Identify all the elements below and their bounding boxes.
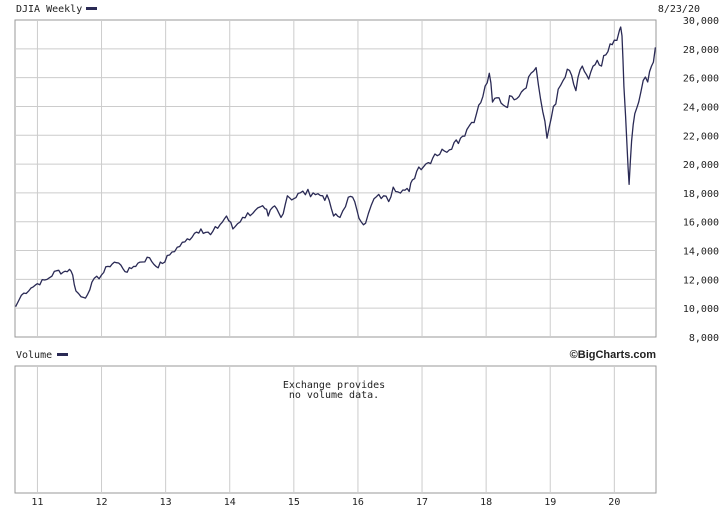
- volume-panel-frame: [14, 365, 657, 494]
- y-tick-label: 20,000: [683, 160, 719, 171]
- x-tick-label: 16: [352, 497, 364, 508]
- y-tick-label: 16,000: [683, 218, 719, 229]
- x-tick-label: 18: [480, 497, 492, 508]
- y-tick-label: 10,000: [683, 304, 719, 315]
- y-tick-label: 12,000: [683, 275, 719, 286]
- bigcharts-brand[interactable]: ©BigCharts.com: [570, 349, 657, 361]
- x-tick-label: 17: [416, 497, 428, 508]
- y-tick-label: 14,000: [683, 247, 719, 258]
- x-tick-label: 15: [288, 497, 300, 508]
- price-grid: [15, 20, 656, 337]
- djia-price-line: [15, 26, 657, 307]
- volume-label: Volume: [16, 350, 52, 361]
- y-tick-label: 8,000: [689, 333, 719, 344]
- volume-panel: Exchange provides no volume data.: [14, 365, 657, 494]
- price-panel-frame: [14, 19, 657, 338]
- x-tick-label: 11: [31, 497, 43, 508]
- series-label: DJIA Weekly: [16, 4, 82, 15]
- price-panel: 8,000 10,000 12,000 14,000 16,000 18,000 20,00…: [14, 16, 719, 344]
- x-tick-label: 14: [224, 497, 236, 508]
- y-tick-label: 26,000: [683, 74, 719, 85]
- x-tick-label: 19: [544, 497, 556, 508]
- chart-date: 8/23/20: [658, 4, 700, 15]
- y-tick-label: 28,000: [683, 45, 719, 56]
- volume-grid: [36, 366, 615, 493]
- x-tick-label: 20: [608, 497, 620, 508]
- y-tick-label: 22,000: [683, 131, 719, 142]
- volume-message-line1: Exchange provides: [283, 380, 385, 391]
- volume-message-line2: no volume data.: [289, 390, 379, 401]
- x-tick-label: 12: [96, 497, 108, 508]
- y-tick-label: 24,000: [683, 102, 719, 113]
- y-tick-label: 18,000: [683, 189, 719, 200]
- volume-legend-swatch: [57, 353, 68, 356]
- x-tick-label: 13: [160, 497, 172, 508]
- series-legend-swatch: [86, 7, 97, 10]
- x-axis-tick-labels: 11 12 13 14 15 16 17 18 19 20: [31, 497, 620, 508]
- y-axis-tick-labels: 8,000 10,000 12,000 14,000 16,000 18,000 20,00…: [683, 16, 719, 344]
- y-tick-label: 30,000: [683, 16, 719, 27]
